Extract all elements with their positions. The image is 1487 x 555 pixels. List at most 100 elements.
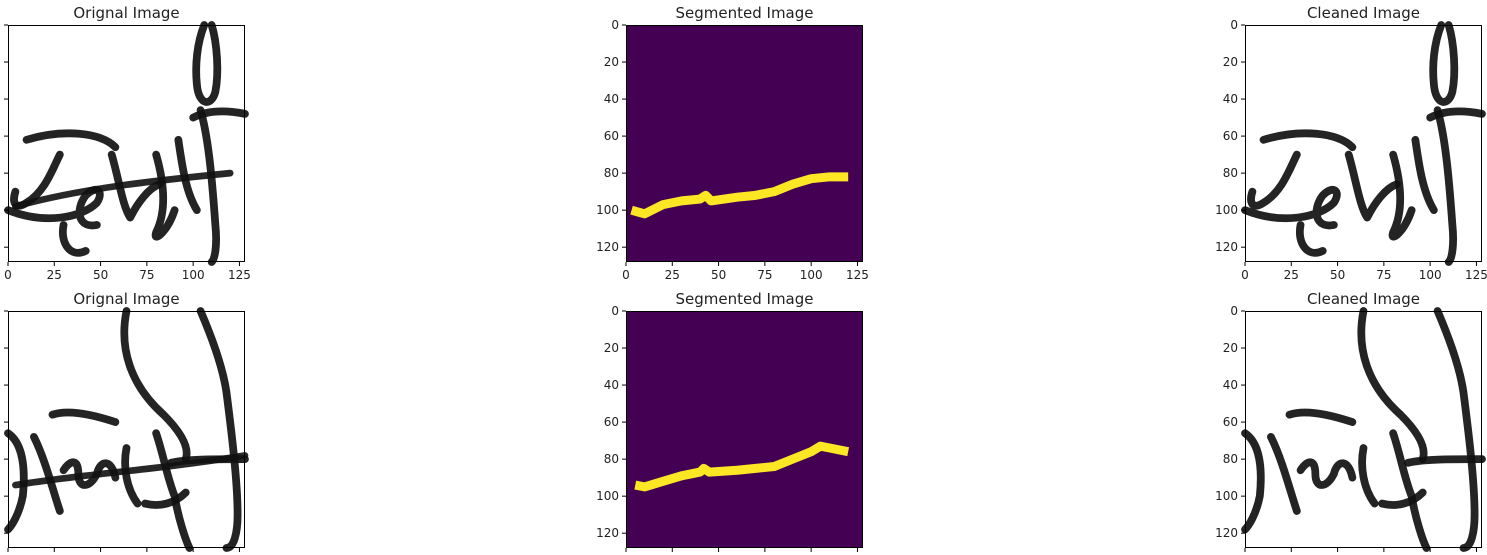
signature-strokes [4,21,249,266]
ink-stroke [58,221,90,257]
original-image-title: Orignal Image [73,290,179,308]
x-tick-label: 100 [800,268,823,282]
ink-stroke [152,429,194,552]
x-tick-label: 75 [757,268,772,282]
cleaned-image-title: Cleaned Image [1307,4,1420,22]
axes-frame [1245,25,1482,262]
ink-stroke [59,458,120,489]
y-tick-label: 40 [1223,92,1238,106]
y-tick-label: 80 [1223,452,1238,466]
axes-frame [626,25,863,262]
segmented-image-title: Segmented Image [676,290,814,308]
original-image-panel-1: Orignal Image 0 25 50 75 100 125 [4,4,251,282]
ink-stroke [1426,107,1486,122]
y-tick-label: 120 [596,526,619,540]
ink-stroke [1389,429,1431,552]
ink-stroke [1404,455,1486,467]
y-tick-label: 20 [1223,55,1238,69]
original-image-title: Orignal Image [73,4,179,22]
original-image-panel-2: Orignal Image [4,290,249,552]
y-tick-label: 100 [596,203,619,217]
strike-line-stroke [12,169,234,210]
y-tick-label: 0 [1230,18,1238,32]
y-tick-label: 20 [604,55,619,69]
x-tick-label: 125 [846,268,869,282]
x-tick-label: 125 [228,268,251,282]
y-tick-label: 60 [1223,129,1238,143]
y-tick-label: 100 [1215,489,1238,503]
ink-stroke [151,150,179,241]
y-tick-label: 0 [1230,304,1238,318]
ink-stroke [189,107,249,122]
y-tick-label: 0 [611,304,619,318]
segmentation-background [626,25,863,262]
segmentation-background [626,311,863,548]
y-tick-label: 0 [611,18,619,32]
x-tick-label: 100 [182,268,205,282]
y-tick-label: 80 [604,452,619,466]
cleaned-image-panel-2: Cleaned Image 0 20 40 60 80 100 120 [1215,290,1486,552]
y-tick-label: 100 [1215,203,1238,217]
segmented-line-mask [630,172,849,219]
ink-stroke [22,129,120,152]
y-tick-label: 120 [1215,526,1238,540]
x-tick-label: 0 [4,268,12,282]
y-tick-label: 60 [1223,415,1238,429]
ink-stroke [1295,221,1327,257]
y-tick-label: 120 [1215,240,1238,254]
y-tick-label: 80 [1223,166,1238,180]
ink-stroke [30,433,64,515]
ink-stroke [1247,150,1301,210]
y-tick-label: 20 [1223,341,1238,355]
ink-stroke [196,106,220,266]
x-tick-label: 50 [711,268,726,282]
ink-stroke [1241,429,1265,534]
y-tick-label: 40 [1223,378,1238,392]
y-tick-label: 100 [596,489,619,503]
segmented-image-panel-2: Segmented Image 0 20 40 60 80 100 120 [596,290,863,552]
x-tick-label: 75 [139,268,154,282]
x-tick-label: 125 [1465,268,1487,282]
x-tick-label: 25 [47,268,62,282]
cleaned-image-panel-1: Cleaned Image 0 25 50 75 100 125 0 20 40 60 80 100 12… [1215,4,1487,282]
ink-stroke [1259,129,1357,152]
axes-frame [8,25,245,262]
y-tick-label: 40 [604,92,619,106]
x-tick-label: 50 [93,268,108,282]
x-tick-label: 100 [1419,268,1442,282]
ink-stroke [1358,444,1379,508]
ink-stroke [141,488,190,509]
axes-frame [626,311,863,548]
x-tick-label: 25 [1284,268,1299,282]
axes-frame [1245,311,1482,548]
ink-stroke [1433,307,1479,552]
segmented-image-panel-1: Segmented Image 0 25 50 75 100 125 0 20 40 60 80 100… [596,4,869,282]
ink-stroke [1241,186,1341,230]
segmented-line-mask [634,441,850,492]
x-tick-label: 75 [1376,268,1391,282]
y-tick-label: 60 [604,415,619,429]
signature-strokes [1241,307,1486,552]
y-tick-label: 20 [604,341,619,355]
ink-stroke [1357,307,1428,464]
ink-stroke [1411,135,1438,215]
ink-stroke [1267,433,1301,515]
ink-stroke [1285,408,1357,426]
strike-line-stroke [12,452,249,489]
ink-stroke [120,307,191,464]
signature-strokes [4,307,249,552]
ink-stroke [1388,150,1416,241]
signature-strokes [1241,21,1486,266]
x-tick-label: 0 [1241,268,1249,282]
ink-stroke [1429,21,1459,106]
y-tick-label: 120 [596,240,619,254]
ink-stroke [1296,458,1357,489]
y-tick-label: 80 [604,166,619,180]
y-tick-label: 60 [604,129,619,143]
ink-stroke [1433,106,1457,266]
x-tick-label: 50 [1330,268,1345,282]
ink-stroke [4,186,104,230]
ink-stroke [121,444,142,508]
ink-stroke [107,150,164,222]
